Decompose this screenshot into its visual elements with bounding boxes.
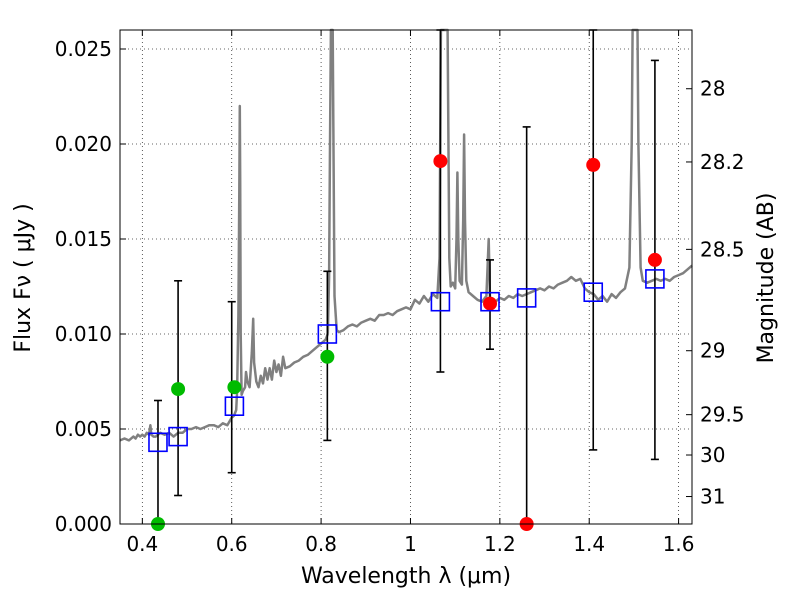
mag-tick-label: 31 [700, 485, 725, 509]
red-data-point [433, 154, 448, 169]
y-tick-label: 0.025 [55, 37, 112, 61]
y-tick-label: 0.020 [55, 132, 112, 156]
mag-tick-label: 28.5 [700, 237, 745, 261]
magnitude-axis-label: Magnitude (AB) [754, 193, 779, 364]
model-photometry-square [583, 282, 604, 303]
model-photometry-square [516, 288, 537, 308]
mag-tick-label: 29 [700, 339, 725, 363]
data-markers [148, 154, 665, 531]
x-tick-label: 1.6 [663, 532, 695, 556]
mag-tick-label: 29.5 [700, 403, 745, 427]
green-data-point [171, 382, 186, 397]
grid-lines [120, 30, 692, 525]
model-photometry-square [148, 432, 168, 453]
x-tick-label: 0.8 [305, 532, 337, 556]
y-tick-label: 0.015 [55, 227, 112, 251]
error-bar [522, 126, 531, 525]
model-photometry-square [480, 291, 500, 312]
x-tick-label: 0.6 [216, 532, 248, 556]
red-data-point [647, 252, 662, 267]
model-photometry-square [317, 324, 338, 344]
model-photometry-square [224, 396, 245, 417]
x-tick-label: 1 [404, 532, 417, 556]
mag-tick-label: 30 [700, 443, 725, 467]
model-spectrum [119, 28, 693, 442]
x-tick-label: 1.2 [484, 532, 516, 556]
y-tick-label: 0.000 [55, 512, 112, 536]
x-axis-label: Wavelength λ (μm) [301, 564, 511, 589]
model-photometry-square [430, 291, 451, 312]
green-data-point [227, 380, 242, 395]
axis-ticks: 0.4 0.6 0.8 1 1.2 1.4 1.6 0.000 0.005 0.010 0.015 0… [55, 30, 745, 556]
error-bar [436, 29, 445, 373]
error-bar [589, 29, 598, 451]
mag-tick-label: 28 [700, 77, 725, 101]
y-axis-label: Flux Fν ( μJy ) [11, 203, 36, 352]
x-tick-label: 1.4 [573, 532, 605, 556]
spectrum-line [119, 28, 693, 442]
green-data-point [320, 349, 335, 364]
plot-frame [119, 29, 693, 525]
model-photometry-square [168, 426, 188, 447]
x-tick-label: 0.4 [126, 532, 158, 556]
red-data-point [586, 157, 601, 172]
y-tick-label: 0.005 [55, 417, 112, 441]
error-bar [153, 399, 162, 525]
mag-tick-label: 28.2 [700, 150, 745, 174]
red-data-point [483, 296, 498, 311]
y-tick-label: 0.010 [55, 322, 112, 346]
model-photometry-square [645, 269, 665, 289]
error-bars [153, 29, 659, 525]
